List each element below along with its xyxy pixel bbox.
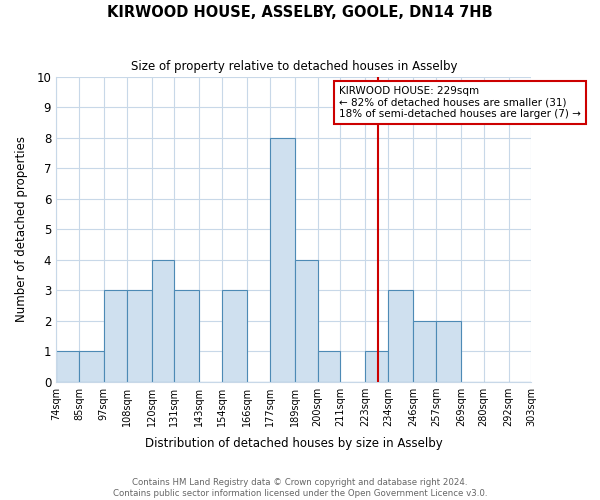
X-axis label: Distribution of detached houses by size in Asselby: Distribution of detached houses by size … (145, 437, 443, 450)
Bar (295, 260, 317, 382)
Bar (436, 320, 461, 382)
Bar (270, 138, 295, 382)
Text: KIRWOOD HOUSE: 229sqm
← 82% of detached houses are smaller (31)
18% of semi-deta: KIRWOOD HOUSE: 229sqm ← 82% of detached … (339, 86, 581, 120)
Bar (56, 351, 79, 382)
Bar (388, 290, 413, 382)
Y-axis label: Number of detached properties: Number of detached properties (15, 136, 28, 322)
Bar (175, 290, 199, 382)
Bar (79, 351, 104, 382)
Title: Size of property relative to detached houses in Asselby: Size of property relative to detached ho… (131, 60, 457, 73)
Text: KIRWOOD HOUSE, ASSELBY, GOOLE, DN14 7HB: KIRWOOD HOUSE, ASSELBY, GOOLE, DN14 7HB (107, 5, 493, 20)
Bar (413, 320, 436, 382)
Bar (127, 290, 152, 382)
Bar (104, 290, 127, 382)
Text: Contains HM Land Registry data © Crown copyright and database right 2024.
Contai: Contains HM Land Registry data © Crown c… (113, 478, 487, 498)
Bar (317, 351, 340, 382)
Bar (365, 351, 388, 382)
Bar (152, 260, 175, 382)
Bar (222, 290, 247, 382)
